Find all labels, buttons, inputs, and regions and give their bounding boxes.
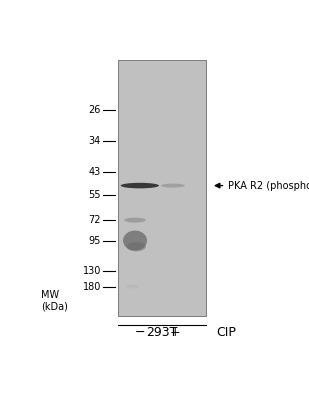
Text: −: − (134, 326, 145, 339)
Ellipse shape (127, 242, 146, 251)
Text: 130: 130 (83, 266, 101, 276)
Text: 26: 26 (88, 105, 101, 115)
Text: 43: 43 (89, 166, 101, 176)
Bar (118, 60, 206, 316)
Ellipse shape (124, 218, 146, 222)
Text: 180: 180 (83, 282, 101, 292)
Text: PKA R2 (phospho Ser96): PKA R2 (phospho Ser96) (228, 180, 309, 190)
Text: CIP: CIP (216, 326, 236, 339)
Text: +: + (170, 326, 180, 339)
Text: 72: 72 (88, 215, 101, 225)
Ellipse shape (125, 184, 149, 187)
Ellipse shape (127, 285, 139, 288)
Text: 34: 34 (89, 136, 101, 146)
Text: 293T: 293T (146, 326, 178, 339)
Ellipse shape (121, 183, 159, 188)
Text: MW
(kDa): MW (kDa) (41, 290, 68, 311)
Text: 55: 55 (88, 190, 101, 200)
Ellipse shape (161, 184, 185, 188)
Text: 95: 95 (88, 236, 101, 246)
Ellipse shape (123, 230, 147, 250)
